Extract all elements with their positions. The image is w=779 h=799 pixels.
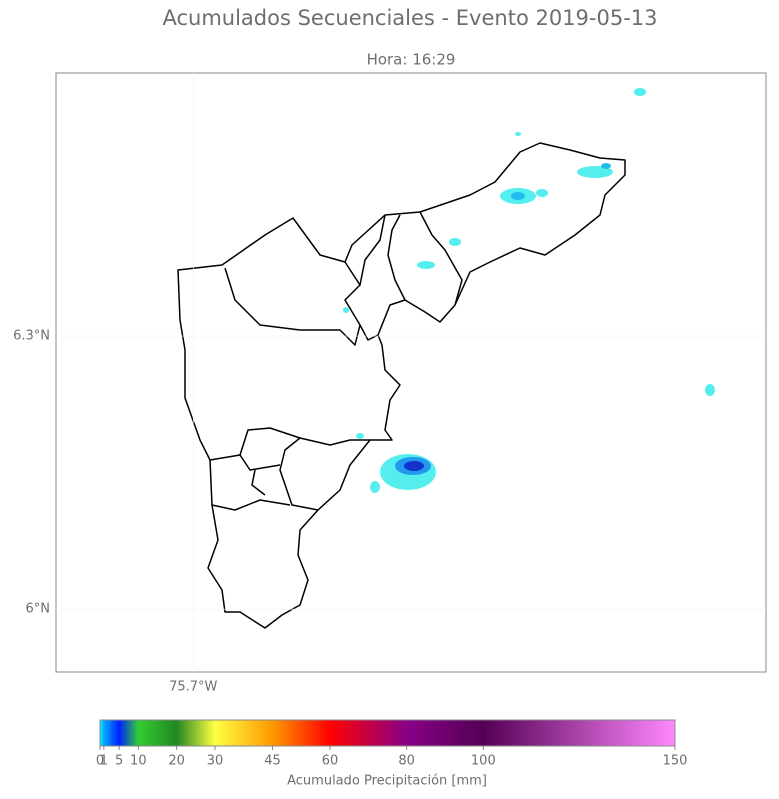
colorbar-tick-label: 80: [398, 754, 415, 769]
boundaries: [177, 142, 626, 629]
title: Acumulados Secuenciales - Evento 2019-05…: [162, 6, 657, 30]
colorbar-tick-label: 60: [322, 754, 339, 769]
colorbar-tick-label: 5: [115, 754, 123, 769]
lat-label: 6°N: [26, 602, 51, 617]
colorbar-label: Acumulado Precipitación [mm]: [287, 774, 487, 789]
map-frame: [55, 72, 767, 673]
colorbar: [99, 719, 676, 747]
subtitle: Hora: 16:29: [367, 51, 456, 69]
colorbar-tick-label: 45: [264, 754, 281, 769]
colorbar-tick-label: 10: [130, 754, 147, 769]
lon-label: 75.7°W: [169, 680, 217, 695]
colorbar-tick-label: 100: [471, 754, 496, 769]
colorbar-tick-label: 20: [168, 754, 185, 769]
colorbar-tick-label: 30: [207, 754, 224, 769]
colorbar-tick-label: 150: [663, 754, 688, 769]
precipitation: [343, 88, 715, 493]
lat-label: 6.3°N: [13, 329, 50, 344]
colorbar-tick-label: 0: [96, 754, 104, 769]
colorbar-tick-label: 1: [100, 754, 108, 769]
